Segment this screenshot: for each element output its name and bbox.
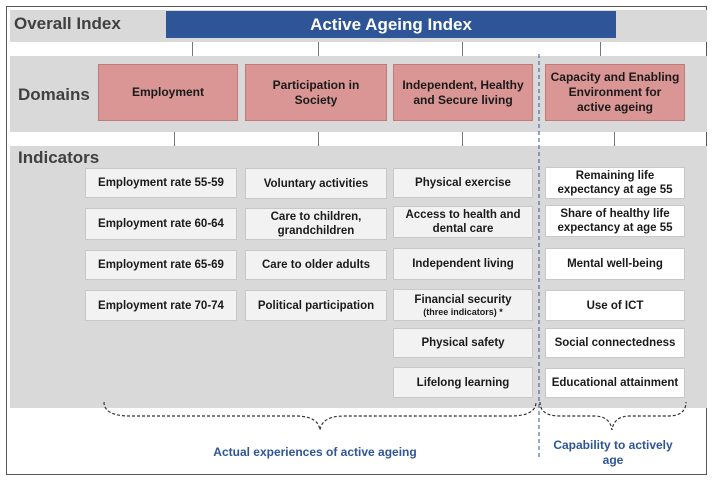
indicator-educational-attainment: Educational attainment xyxy=(545,368,685,398)
connector-tick xyxy=(614,132,615,146)
indicator-employment-55-59: Employment rate 55-59 xyxy=(85,168,237,198)
indicator-share-healthy-life-expectancy: Share of healthy life expectancy at age … xyxy=(545,205,685,237)
financial-security-note: (three indicators) * xyxy=(423,306,503,317)
overall-index-label: Overall Index xyxy=(14,14,121,33)
indicator-mental-well-being: Mental well-being xyxy=(545,248,685,280)
indicator-lifelong-learning: Lifelong learning xyxy=(393,367,533,398)
actual-experiences-label: Actual experiences of active ageing xyxy=(213,445,417,459)
domain-capacity-enabling-environment: Capacity and Enabling Environment for ac… xyxy=(545,64,685,121)
financial-security-label: Financial security xyxy=(414,293,512,306)
indicator-employment-65-69: Employment rate 65-69 xyxy=(85,250,237,280)
domain-participation-in-society: Participation in Society xyxy=(245,64,387,121)
indicators-label: Indicators xyxy=(18,148,100,167)
indicator-physical-safety: Physical safety xyxy=(393,328,533,358)
connector-tick xyxy=(192,42,193,56)
indicator-remaining-life-expectancy: Remaining life expectancy at age 55 xyxy=(545,167,685,199)
capability-label: Capability to actively age xyxy=(553,438,673,467)
connector-tick xyxy=(600,42,601,56)
connector-tick xyxy=(318,132,319,146)
connector-tick xyxy=(462,42,463,56)
indicator-use-of-ict: Use of ICT xyxy=(545,290,685,321)
connector-tick xyxy=(318,42,319,56)
indicator-employment-70-74: Employment rate 70-74 xyxy=(85,290,237,321)
indicator-physical-exercise: Physical exercise xyxy=(393,168,533,198)
domain-employment: Employment xyxy=(98,64,238,121)
indicator-independent-living: Independent living xyxy=(393,248,533,280)
connector-tick xyxy=(174,132,175,146)
indicator-financial-security: Financial security (three indicators) * xyxy=(393,289,533,321)
indicator-access-to-health-dental-care: Access to health and dental care xyxy=(393,206,533,238)
active-ageing-index-title: Active Ageing Index xyxy=(166,11,616,38)
domains-label: Domains xyxy=(18,85,90,104)
indicator-employment-60-64: Employment rate 60-64 xyxy=(85,208,237,240)
indicator-voluntary-activities: Voluntary activities xyxy=(245,168,387,199)
indicator-care-to-children: Care to children, grandchildren xyxy=(245,208,387,240)
indicator-political-participation: Political participation xyxy=(245,290,387,321)
indicator-care-to-older-adults: Care to older adults xyxy=(245,250,387,280)
indicator-social-connectedness: Social connectedness xyxy=(545,328,685,358)
connector-tick xyxy=(462,132,463,146)
domain-independent-healthy-secure-living: Independent, Healthy and Secure living xyxy=(393,64,533,121)
